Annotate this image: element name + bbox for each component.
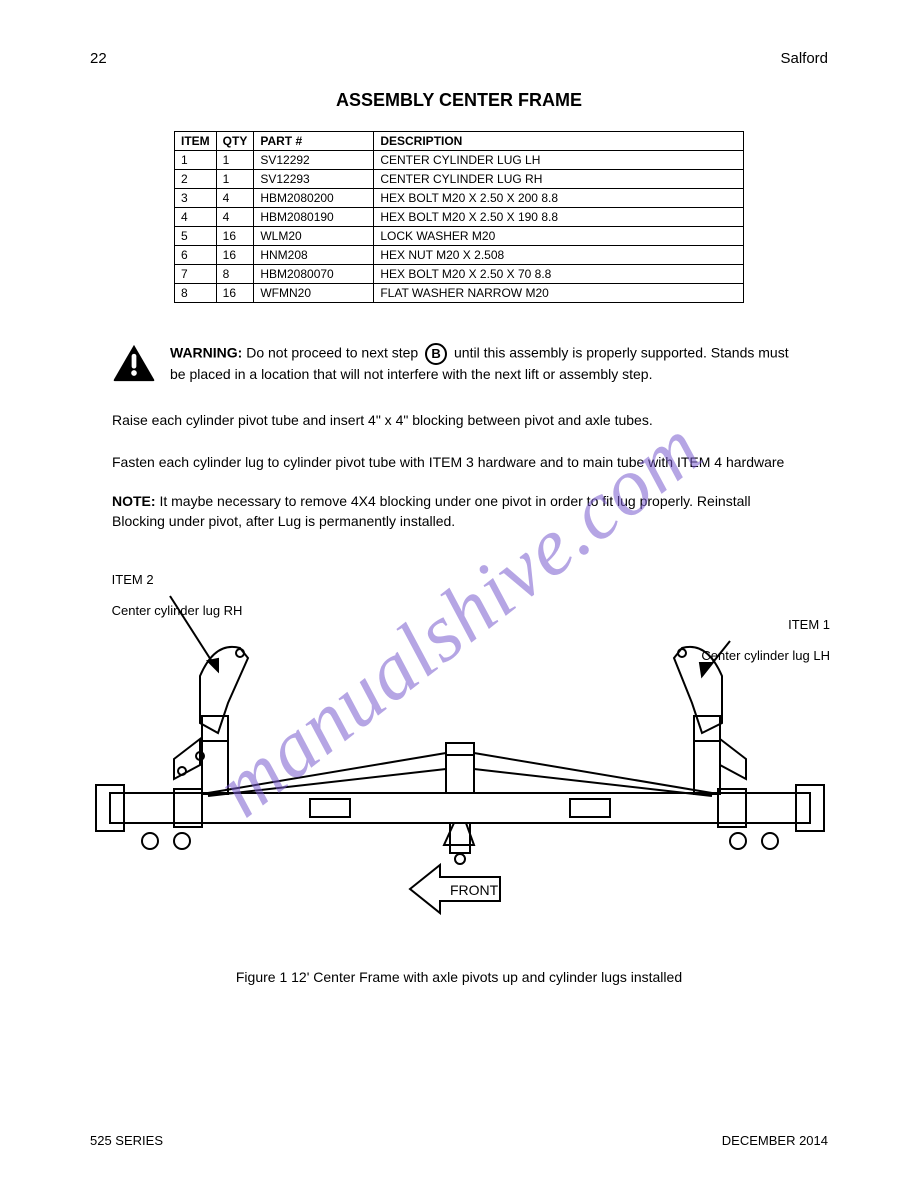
parts-table-body: 11SV12292CENTER CYLINDER LUG LH 21SV1229…	[175, 151, 744, 303]
table-row: 11SV12292CENTER CYLINDER LUG LH	[175, 151, 744, 170]
figure-frame-diagram: ITEM 2 Center cylinder lug RH ITEM 1 Cen…	[90, 541, 830, 961]
callout-right: ITEM 1 Center cylinder lug LH	[680, 601, 830, 679]
callout-left-line1: ITEM 2	[112, 572, 154, 587]
warning-block: WARNING: Do not proceed to next step B u…	[90, 343, 828, 388]
brand-label: Salford	[780, 50, 828, 67]
table-row: 78HBM2080070HEX BOLT M20 X 2.50 X 70 8.8	[175, 265, 744, 284]
col-header-item: ITEM	[175, 132, 217, 151]
table-row: 21SV12293CENTER CYLINDER LUG RH	[175, 170, 744, 189]
note-text: It maybe necessary to remove 4X4 blockin…	[112, 493, 751, 529]
warning-heading: WARNING:	[170, 345, 242, 361]
figure-caption: Figure 1 12' Center Frame with axle pivo…	[90, 969, 828, 985]
table-row: 34HBM2080200HEX BOLT M20 X 2.50 X 200 8.…	[175, 189, 744, 208]
section-title: ASSEMBLY CENTER FRAME	[90, 90, 828, 111]
body-paragraph-2: Fasten each cylinder lug to cylinder piv…	[112, 452, 806, 472]
page-footer: 525 SERIES DECEMBER 2014	[90, 1133, 828, 1148]
body-paragraph-1: Raise each cylinder pivot tube and inser…	[112, 410, 806, 430]
note-label: NOTE:	[112, 493, 156, 509]
footer-left: 525 SERIES	[90, 1133, 163, 1148]
table-row: 616HNM208HEX NUT M20 X 2.508	[175, 246, 744, 265]
note-block: NOTE: It maybe necessary to remove 4X4 b…	[112, 491, 806, 532]
table-header-row: ITEM QTY PART # DESCRIPTION	[175, 132, 744, 151]
warning-text: WARNING: Do not proceed to next step B u…	[170, 343, 806, 384]
parts-table: ITEM QTY PART # DESCRIPTION 11SV12292CEN…	[174, 131, 744, 303]
table-row: 516WLM20LOCK WASHER M20	[175, 227, 744, 246]
callout-right-line1: ITEM 1	[788, 617, 830, 632]
col-header-desc: DESCRIPTION	[374, 132, 744, 151]
footer-right: DECEMBER 2014	[722, 1133, 828, 1148]
col-header-qty: QTY	[216, 132, 254, 151]
warning-icon	[112, 343, 156, 388]
table-row: 44HBM2080190HEX BOLT M20 X 2.50 X 190 8.…	[175, 208, 744, 227]
table-row: 816WFMN20FLAT WASHER NARROW M20	[175, 284, 744, 303]
col-header-part: PART #	[254, 132, 374, 151]
step-circle-icon: B	[425, 343, 447, 365]
callout-right-line2: Center cylinder lug LH	[701, 648, 830, 663]
callout-left: ITEM 2 Center cylinder lug RH	[90, 556, 242, 634]
front-arrow-label: FRONT	[450, 882, 499, 898]
callout-left-line2: Center cylinder lug RH	[112, 603, 243, 618]
page-number: 22	[90, 50, 107, 67]
warning-text-before: Do not proceed to next step	[246, 345, 418, 361]
